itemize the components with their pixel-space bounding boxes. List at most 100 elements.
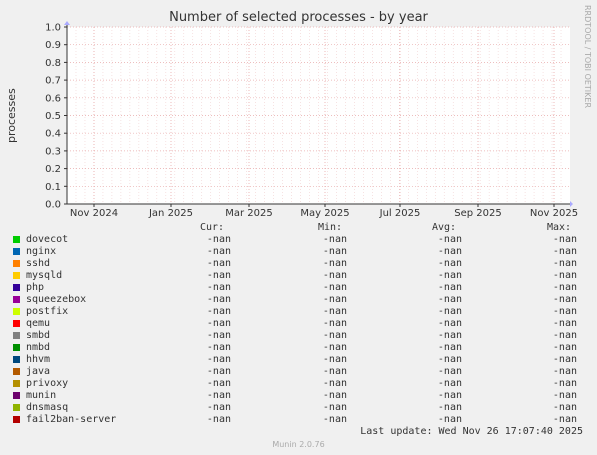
legend-value-max: -nan	[552, 414, 577, 425]
legend-value-min: -nan	[322, 294, 347, 305]
legend-value-avg: -nan	[437, 342, 462, 353]
legend-row: dnsmasq -nan -nan -nan -nan	[0, 402, 597, 414]
legend-swatch	[13, 392, 20, 399]
legend-value-min: -nan	[322, 378, 347, 389]
legend-value-max: -nan	[552, 354, 577, 365]
legend-swatch	[13, 356, 20, 363]
legend-value-cur: -nan	[206, 366, 231, 377]
legend-series-name: fail2ban-server	[26, 414, 117, 425]
y-tick-label: 0.7	[45, 76, 61, 87]
legend-swatch	[13, 248, 20, 255]
rrdtool-credit: RRDTOOL / TOBI OETIKER	[583, 5, 592, 109]
chart-title: Number of selected processes - by year	[169, 10, 428, 25]
legend-value-min: -nan	[322, 414, 347, 425]
y-tick-label: 0.2	[45, 164, 61, 175]
legend-value-avg: -nan	[437, 258, 462, 269]
legend-value-min: -nan	[322, 246, 347, 257]
legend-value-max: -nan	[552, 378, 577, 389]
legend-value-cur: -nan	[206, 378, 231, 389]
legend-swatch	[13, 416, 20, 423]
legend-row: smbd -nan -nan -nan -nan	[0, 330, 597, 342]
legend-value-max: -nan	[552, 234, 577, 245]
y-tick-label: 0.5	[45, 111, 61, 122]
munin-version: Munin 2.0.76	[272, 440, 325, 449]
last-update: Last update: Wed Nov 26 17:07:40 2025	[360, 426, 583, 437]
x-axis-arrow-icon	[570, 201, 573, 207]
legend-series-name: mysqld	[26, 270, 63, 281]
legend-value-avg: -nan	[437, 282, 462, 293]
legend-value-cur: -nan	[206, 270, 231, 281]
legend-row: squeezebox -nan -nan -nan -nan	[0, 294, 597, 306]
legend-value-cur: -nan	[206, 234, 231, 245]
x-axis-ticks: Nov 2024 Jan 2025 Mar 2025 May 2025 Jul 2025…	[70, 204, 578, 219]
legend-value-avg: -nan	[437, 318, 462, 329]
x-tick-label: Nov 2025	[530, 208, 578, 219]
legend-value-max: -nan	[552, 330, 577, 341]
y-tick-label: 1.0	[45, 23, 61, 34]
y-tick-label: 0.3	[45, 146, 61, 157]
legend-value-max: -nan	[552, 342, 577, 353]
legend-value-cur: -nan	[206, 306, 231, 317]
legend-swatch	[13, 260, 20, 267]
legend-value-min: -nan	[322, 258, 347, 269]
legend-row: dovecot -nan -nan -nan -nan	[0, 234, 597, 246]
legend-value-cur: -nan	[206, 402, 231, 413]
legend-header-max: Max:	[547, 222, 572, 233]
legend-value-max: -nan	[552, 282, 577, 293]
legend-value-cur: -nan	[206, 354, 231, 365]
legend-row: hhvm -nan -nan -nan -nan	[0, 354, 597, 366]
y-axis-ticks: 0.0 0.1 0.2 0.3 0.4 0.5 0.6 0.7 0.8 0.9 1.0	[45, 23, 67, 211]
legend-series-name: hhvm	[26, 354, 51, 365]
legend-series-name: java	[26, 366, 51, 377]
legend-value-cur: -nan	[206, 414, 231, 425]
legend-value-max: -nan	[552, 258, 577, 269]
y-tick-label: 0.6	[45, 93, 61, 104]
legend-value-min: -nan	[322, 342, 347, 353]
legend-value-cur: -nan	[206, 318, 231, 329]
legend-series-name: postfix	[26, 306, 69, 317]
legend-series-name: dnsmasq	[26, 402, 69, 413]
legend-value-min: -nan	[322, 270, 347, 281]
legend-value-max: -nan	[552, 306, 577, 317]
legend-value-cur: -nan	[206, 390, 231, 401]
x-tick-label: Nov 2024	[70, 208, 118, 219]
x-tick-label: Jan 2025	[148, 208, 193, 219]
y-axis-arrow-icon	[64, 21, 70, 25]
legend-series-name: php	[26, 282, 45, 293]
legend-value-avg: -nan	[437, 246, 462, 257]
legend-header-avg: Avg:	[432, 222, 457, 233]
legend-header-cur: Cur:	[200, 222, 225, 233]
legend-value-max: -nan	[552, 246, 577, 257]
legend-swatch	[13, 344, 20, 351]
legend-swatch	[13, 404, 20, 411]
legend-series-name: nmbd	[26, 342, 51, 353]
legend-value-cur: -nan	[206, 294, 231, 305]
legend-series-name: smbd	[26, 330, 51, 341]
legend-value-min: -nan	[322, 282, 347, 293]
legend-row: postfix -nan -nan -nan -nan	[0, 306, 597, 318]
legend-swatch	[13, 236, 20, 243]
legend-value-cur: -nan	[206, 330, 231, 341]
legend-value-avg: -nan	[437, 390, 462, 401]
legend-value-max: -nan	[552, 270, 577, 281]
legend-row: privoxy -nan -nan -nan -nan	[0, 378, 597, 390]
legend-value-min: -nan	[322, 330, 347, 341]
legend-value-max: -nan	[552, 294, 577, 305]
legend-value-min: -nan	[322, 390, 347, 401]
legend-swatch	[13, 320, 20, 327]
y-tick-label: 0.0	[45, 200, 61, 211]
legend-row: fail2ban-server -nan -nan -nan -nan	[0, 414, 597, 426]
legend-series-name: dovecot	[26, 234, 69, 245]
legend-row: qemu -nan -nan -nan -nan	[0, 318, 597, 330]
legend-value-max: -nan	[552, 402, 577, 413]
legend-row: java -nan -nan -nan -nan	[0, 366, 597, 378]
legend-series-name: qemu	[26, 318, 51, 329]
legend-value-avg: -nan	[437, 366, 462, 377]
legend-value-min: -nan	[322, 234, 347, 245]
x-tick-label: Sep 2025	[454, 208, 501, 219]
legend-swatch	[13, 308, 20, 315]
legend-row: php -nan -nan -nan -nan	[0, 282, 597, 294]
legend-value-avg: -nan	[437, 402, 462, 413]
legend-swatch	[13, 284, 20, 291]
